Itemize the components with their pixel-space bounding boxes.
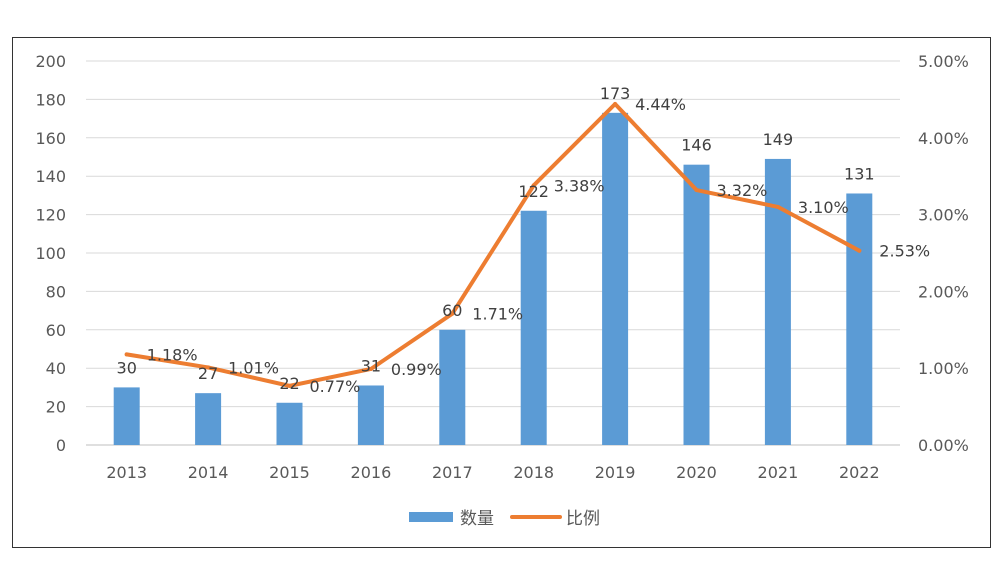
x-tick-label: 2015	[269, 463, 310, 482]
bar-data-label: 173	[600, 84, 631, 103]
bar	[195, 393, 222, 445]
y-right-tick-label: 0.00%	[918, 436, 969, 455]
line-data-label: 3.32%	[717, 181, 768, 200]
line-point	[368, 366, 373, 371]
bar-data-label: 60	[442, 301, 462, 320]
y-left-tick-label: 0	[56, 436, 66, 455]
bar	[602, 112, 629, 445]
line-data-label: 0.77%	[310, 377, 361, 396]
y-left-tick-label: 40	[46, 359, 66, 378]
bar	[113, 387, 140, 445]
line-point	[531, 183, 536, 188]
line-data-label: 2.53%	[879, 242, 930, 261]
line-data-label: 3.10%	[798, 198, 849, 217]
bar-series	[113, 112, 873, 446]
y-right-tick-label: 5.00%	[918, 52, 969, 71]
line-point	[694, 188, 699, 193]
gridlines	[86, 60, 900, 446]
bar-data-label: 31	[361, 356, 381, 375]
line-path	[124, 102, 862, 388]
line-point	[124, 352, 129, 357]
bar	[683, 164, 710, 445]
line-data-label: 4.44%	[635, 95, 686, 114]
data-labels: 30 27 22 31 60 122 173 146 149 131 1.18% 1.01% 0.77%…	[117, 84, 931, 396]
x-tick-label: 2020	[676, 463, 717, 482]
bar	[276, 402, 303, 445]
y-right-tick-label: 2.00%	[918, 282, 969, 301]
line-data-label: 0.99%	[391, 360, 442, 379]
bar-data-label: 146	[681, 136, 712, 155]
bar-data-label: 122	[518, 182, 549, 201]
axes: 0 20 40 60 80 100 120 140 160 180 200 0.00% 1.00% 2.0…	[35, 52, 968, 482]
line-point	[287, 383, 292, 388]
bar-data-label: 27	[198, 364, 218, 383]
bar	[846, 193, 873, 445]
x-tick-label: 2021	[758, 463, 799, 482]
bar-data-label: 22	[279, 374, 299, 393]
bar-data-label: 30	[117, 358, 137, 377]
line-point	[613, 102, 618, 107]
y-left-tick-label: 200	[35, 52, 66, 71]
line-data-label: 3.38%	[554, 176, 605, 195]
x-tick-label: 2017	[432, 463, 473, 482]
legend: 数量 比例	[409, 509, 600, 529]
bar	[439, 329, 466, 445]
line-point	[450, 311, 455, 316]
x-tick-label: 2019	[595, 463, 636, 482]
x-tick-label: 2022	[839, 463, 880, 482]
y-left-tick-label: 120	[35, 206, 66, 225]
y-left-tick-label: 80	[46, 282, 66, 301]
line-series	[124, 102, 862, 388]
y-left-tick-label: 20	[46, 398, 66, 417]
line-point	[857, 248, 862, 253]
line-point	[206, 365, 211, 370]
legend-bar-label: 数量	[460, 509, 494, 529]
bar	[764, 158, 791, 446]
chart-frame	[12, 37, 991, 548]
x-tick-label: 2018	[513, 463, 554, 482]
bar-data-label: 149	[763, 130, 794, 149]
y-left-tick-label: 100	[35, 244, 66, 263]
y-left-tick-label: 60	[46, 321, 66, 340]
line-data-label: 1.01%	[228, 358, 279, 377]
y-left-tick-label: 180	[35, 90, 66, 109]
y-right-tick-label: 1.00%	[918, 359, 969, 378]
y-left-tick-label: 160	[35, 129, 66, 148]
bar-data-label: 131	[844, 164, 875, 183]
y-right-tick-label: 3.00%	[918, 206, 969, 225]
x-tick-label: 2016	[351, 463, 392, 482]
y-right-tick-label: 4.00%	[918, 129, 969, 148]
legend-bar-swatch	[409, 512, 453, 522]
line-point	[775, 204, 780, 209]
bar	[357, 385, 384, 445]
x-tick-label: 2013	[106, 463, 147, 482]
line-data-label: 1.18%	[147, 345, 198, 364]
x-tick-label: 2014	[188, 463, 229, 482]
y-left-tick-label: 140	[35, 167, 66, 186]
line-data-label: 1.71%	[472, 305, 523, 324]
legend-line-label: 比例	[566, 509, 600, 529]
bar	[520, 210, 547, 445]
